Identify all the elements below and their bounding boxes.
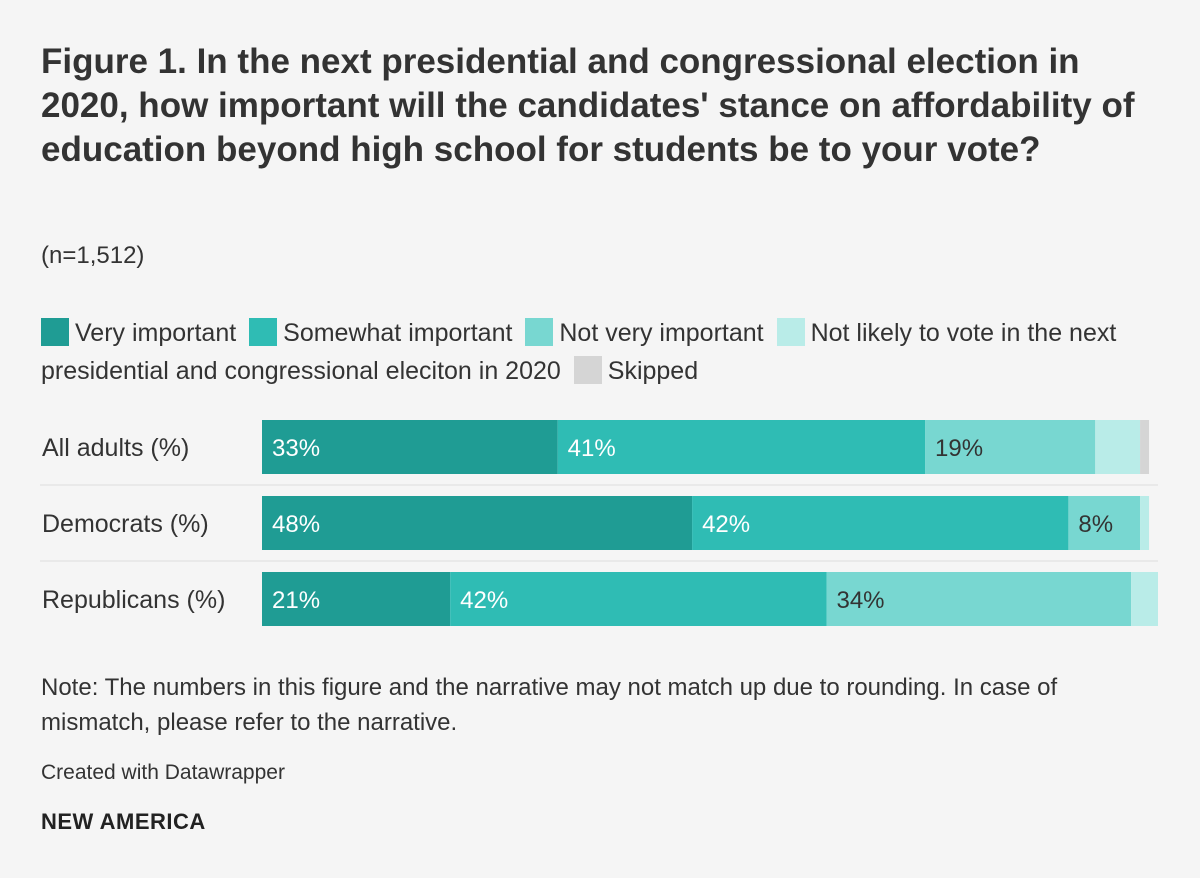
chart-credit: Created with Datawrapper [41, 761, 285, 784]
bar-segment [262, 572, 451, 626]
bar-value-label: 19% [935, 435, 983, 462]
bar-segment [1095, 420, 1141, 474]
legend-swatch [776, 318, 805, 346]
brand-logo-text: NEW AMERICA [41, 809, 206, 834]
legend-label: Not very important [559, 319, 764, 347]
legend-swatch [525, 318, 554, 346]
chart-subtitle: (n=1,512) [41, 242, 145, 269]
legend-swatch [573, 356, 602, 384]
legend-label: Not likely to vote in the next president… [41, 319, 1117, 385]
legend-item-not-very-important: Not very important [525, 318, 764, 347]
category-label: Republicans (%) [42, 586, 225, 614]
bar-segment [1068, 496, 1141, 550]
bar-segment [262, 496, 693, 550]
bar-value-label: 33% [272, 435, 320, 462]
bar-segment [1131, 572, 1158, 626]
bar-segment [1140, 496, 1150, 550]
legend-item-very-important: Very important [41, 318, 237, 347]
bar-segment [1140, 420, 1150, 474]
chart-title: Figure 1. In the next presidential and c… [41, 42, 1135, 169]
bar-segment [826, 572, 1132, 626]
legend-item-somewhat-important: Somewhat important [249, 318, 513, 347]
category-label: All adults (%) [42, 434, 189, 462]
legend: Very important Somewhat important Not ve… [41, 314, 1161, 390]
bar-segment [925, 420, 1096, 474]
legend-swatch [41, 318, 69, 346]
bar-segment [262, 420, 558, 474]
bar-value-label: 34% [836, 587, 884, 614]
bar-segment [557, 420, 926, 474]
bar-value-label: 48% [272, 511, 320, 538]
bar-value-label: 21% [272, 587, 320, 614]
legend-label: Very important [75, 319, 237, 347]
chart-note: Note: The numbers in this figure and the… [41, 674, 1058, 736]
bar-value-label: 42% [460, 587, 508, 614]
bar-value-label: 8% [1078, 511, 1113, 538]
category-label: Democrats (%) [42, 510, 209, 538]
bar-value-label: 41% [568, 435, 616, 462]
legend-label: Somewhat important [283, 319, 513, 347]
legend-swatch [249, 318, 278, 346]
bar-segment [450, 572, 827, 626]
legend-label: Skipped [607, 357, 699, 385]
legend-item-skipped: Skipped [573, 356, 699, 385]
bar-value-label: 42% [702, 511, 750, 538]
bar-segment [692, 496, 1069, 550]
legend-item-not-likely: Not likely to vote in the next president… [41, 318, 1117, 385]
